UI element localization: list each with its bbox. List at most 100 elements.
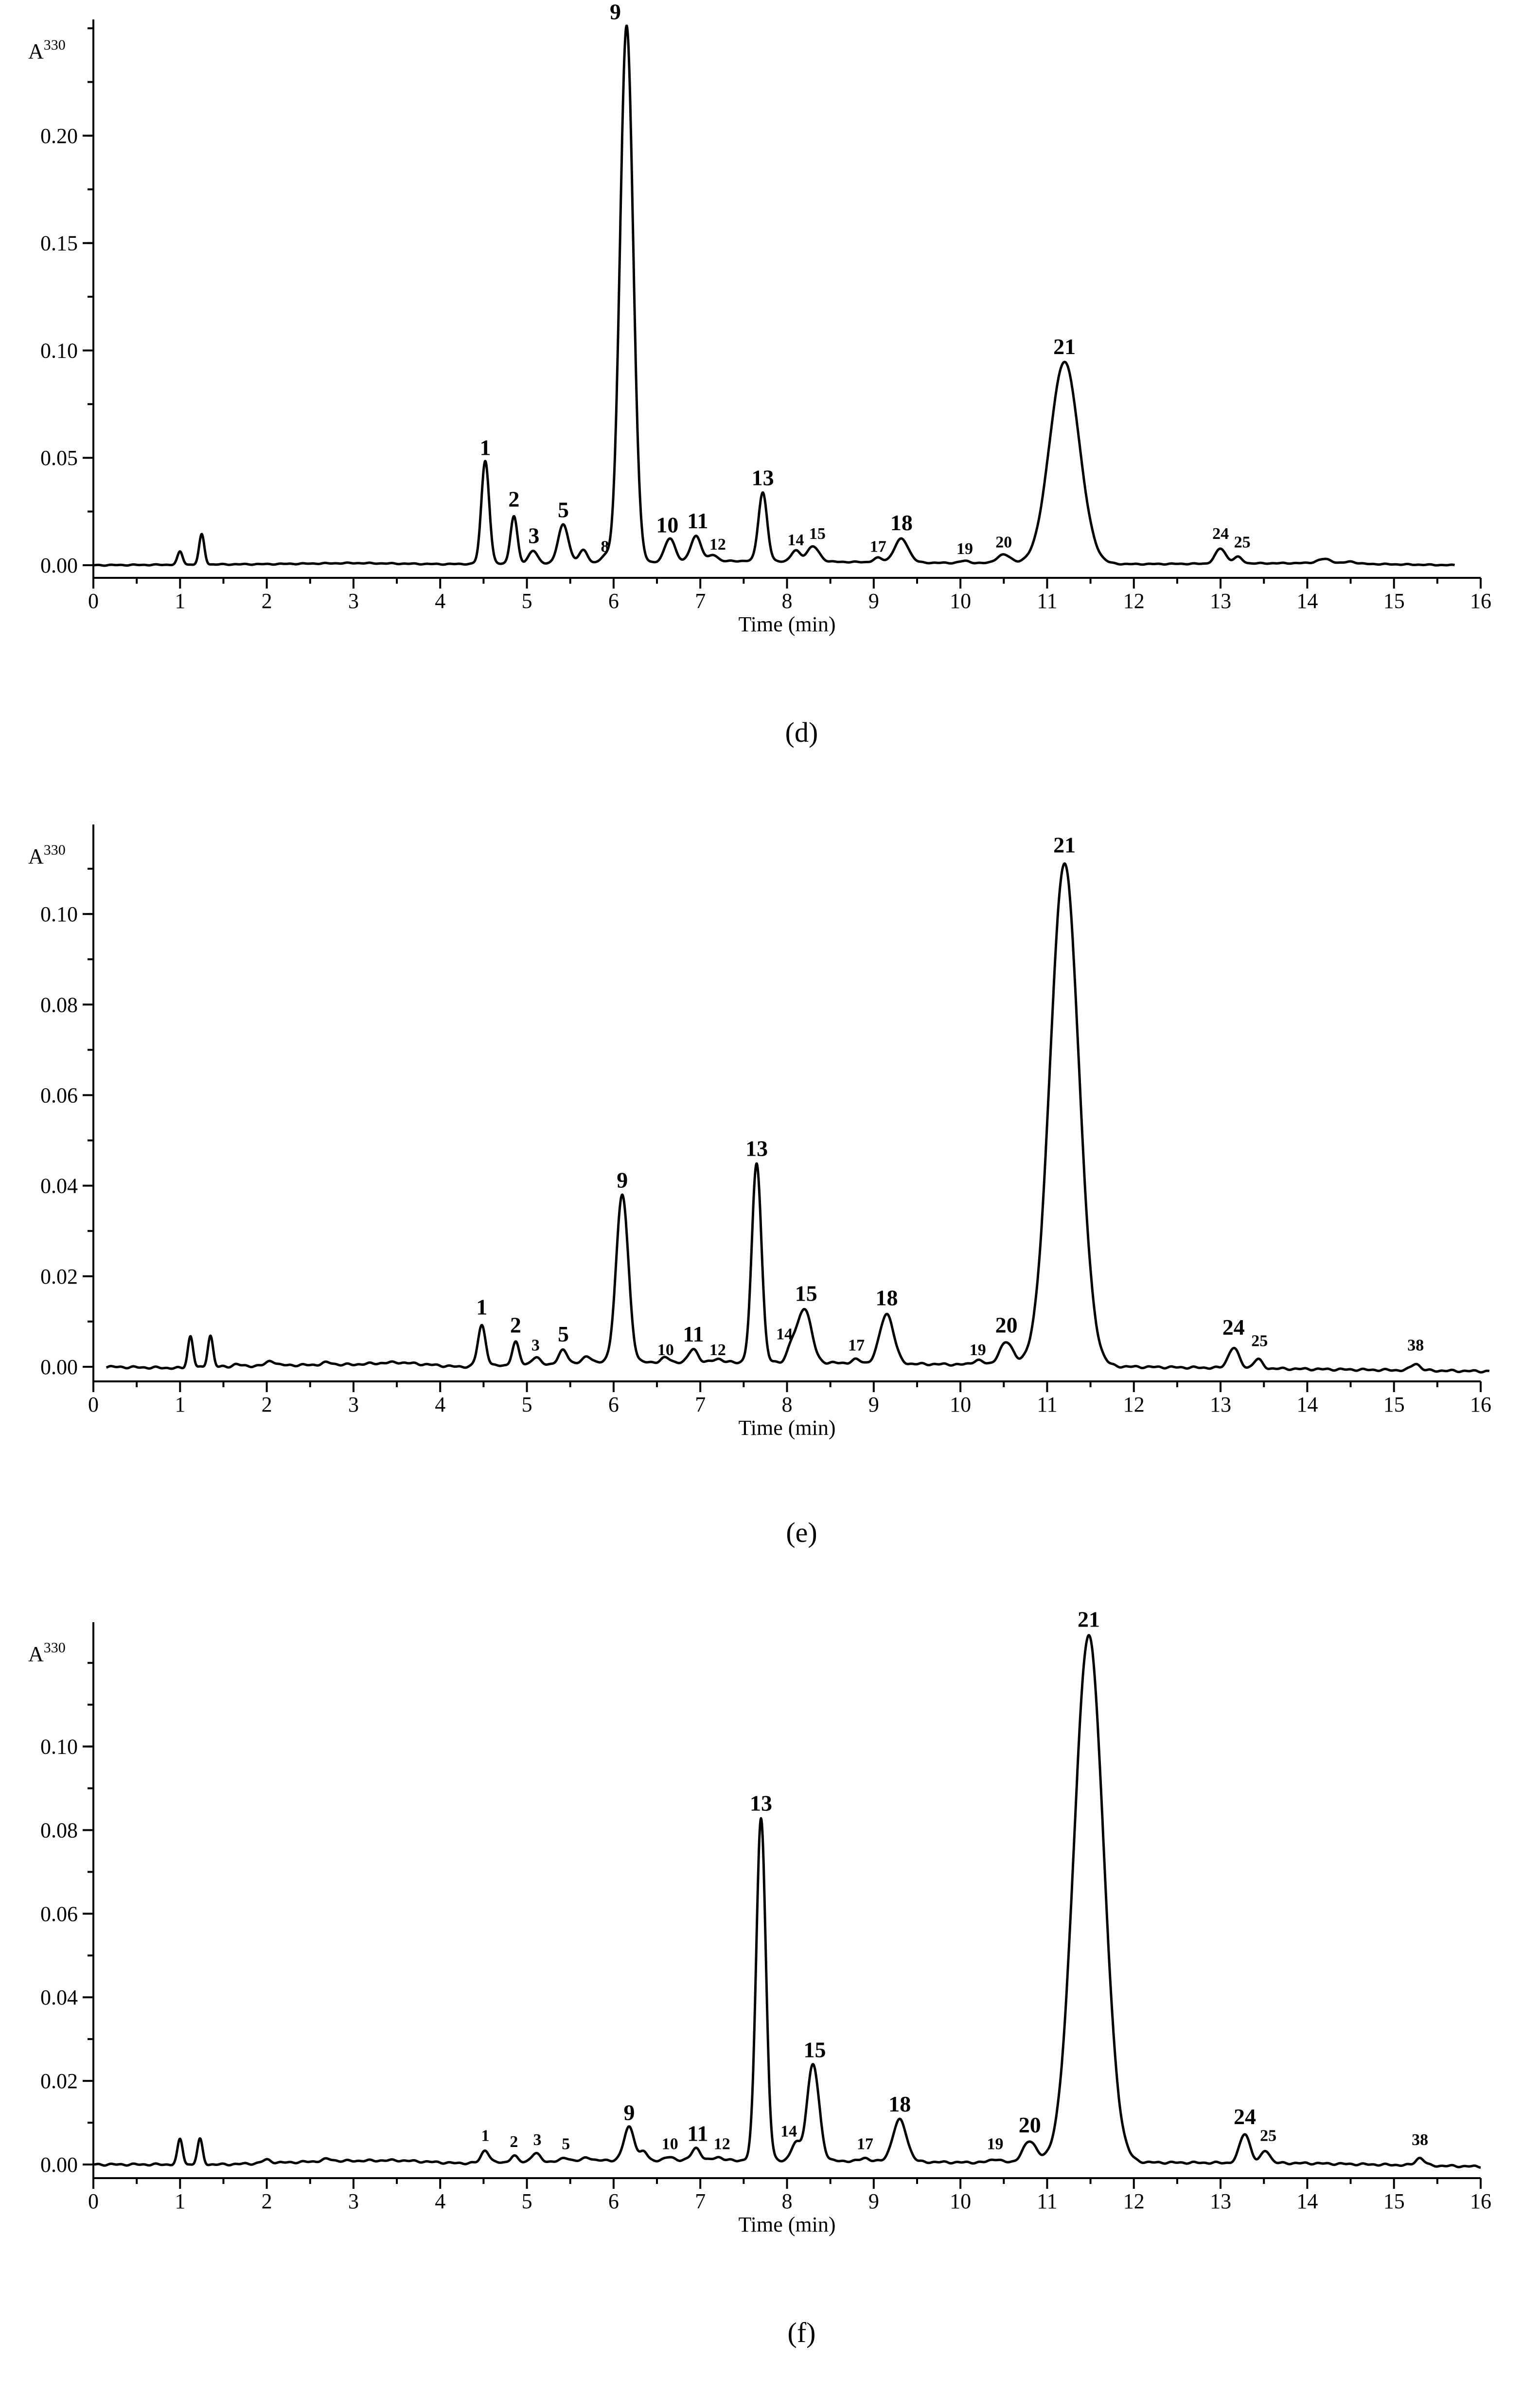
peak-label-d-20: 20 xyxy=(995,534,1012,552)
peak-label-f-10: 10 xyxy=(662,2135,678,2153)
x-tick-label-d-13: 13 xyxy=(1210,589,1231,613)
x-tick-label-f-11: 11 xyxy=(1037,2189,1057,2213)
x-tick-label-e-3: 3 xyxy=(348,1393,359,1416)
x-tick-label-f-15: 15 xyxy=(1383,2189,1405,2213)
peak-label-f-15: 15 xyxy=(804,2037,826,2062)
y-tick-label-e-0.10: 0.10 xyxy=(40,902,78,926)
y-tick-label-e-0.04: 0.04 xyxy=(40,1174,78,1198)
peak-label-e-25: 25 xyxy=(1251,1332,1268,1350)
peak-label-f-17: 17 xyxy=(857,2135,873,2153)
peak-label-e-18: 18 xyxy=(876,1286,898,1310)
x-tick-label-e-10: 10 xyxy=(950,1393,971,1416)
x-tick-label-e-13: 13 xyxy=(1210,1393,1231,1416)
x-tick-label-d-5: 5 xyxy=(522,589,532,613)
x-tick-label-d-6: 6 xyxy=(608,589,619,613)
y-tick-label-e-0.06: 0.06 xyxy=(40,1083,78,1107)
y-tick-label-d-0.00: 0.00 xyxy=(40,554,78,577)
panel-caption-d: (d) xyxy=(785,716,818,748)
chromatogram-panel-e: 0 1 2 3 4 5 6 7 8 9 10 11 12 13 14 15 160.000.020.040.06… xyxy=(28,824,1491,1548)
x-tick-label-e-5: 5 xyxy=(522,1393,532,1416)
x-tick-label-f-2: 2 xyxy=(262,2189,272,2213)
x-tick-label-d-0: 0 xyxy=(88,589,99,613)
peak-label-e-5: 5 xyxy=(558,1322,569,1346)
chromatogram-trace-d xyxy=(92,24,1456,567)
y-tick-label-e-0.02: 0.02 xyxy=(40,1265,78,1288)
peak-label-f-18: 18 xyxy=(888,2092,911,2116)
x-tick-label-d-2: 2 xyxy=(262,589,272,613)
peak-label-d-18: 18 xyxy=(890,510,913,535)
panel-caption-e: (e) xyxy=(786,1517,817,1548)
y-tick-label-e-0.08: 0.08 xyxy=(40,993,78,1017)
x-axis-label-e: Time (min) xyxy=(738,1416,835,1440)
peak-label-d-19: 19 xyxy=(956,540,973,558)
x-tick-label-f-6: 6 xyxy=(608,2189,619,2213)
peak-label-d-14: 14 xyxy=(787,531,804,549)
x-tick-label-d-15: 15 xyxy=(1383,589,1405,613)
peak-label-f-14: 14 xyxy=(780,2123,797,2141)
peak-label-d-10: 10 xyxy=(656,513,678,537)
peak-label-f-2: 2 xyxy=(510,2133,518,2151)
peak-label-f-24: 24 xyxy=(1234,2104,1256,2129)
x-tick-label-e-14: 14 xyxy=(1296,1393,1318,1416)
x-tick-label-f-3: 3 xyxy=(348,2189,359,2213)
x-tick-label-f-8: 8 xyxy=(782,2189,793,2213)
x-tick-label-e-8: 8 xyxy=(782,1393,793,1416)
x-tick-label-d-1: 1 xyxy=(175,589,185,613)
x-tick-label-f-0: 0 xyxy=(88,2189,99,2213)
peak-label-d-2: 2 xyxy=(508,487,519,512)
y-axis-label-d: A330 xyxy=(28,37,66,63)
peak-label-d-5: 5 xyxy=(558,498,569,522)
x-tick-label-d-7: 7 xyxy=(695,589,706,613)
peak-label-e-14: 14 xyxy=(776,1325,793,1343)
y-tick-label-f-0.10: 0.10 xyxy=(40,1735,78,1759)
x-axis-label-f: Time (min) xyxy=(738,2213,835,2236)
y-axis-label-f: A330 xyxy=(28,1640,66,1666)
x-tick-label-f-12: 12 xyxy=(1123,2189,1145,2213)
x-tick-label-d-4: 4 xyxy=(435,589,445,613)
x-tick-label-e-1: 1 xyxy=(175,1393,185,1416)
peak-label-d-25: 25 xyxy=(1234,534,1251,552)
peak-label-f-5: 5 xyxy=(562,2135,570,2153)
x-tick-label-d-12: 12 xyxy=(1123,589,1145,613)
peak-label-e-13: 13 xyxy=(745,1136,768,1161)
y-tick-label-d-0.10: 0.10 xyxy=(40,339,78,362)
panel-caption-f: (f) xyxy=(788,2317,816,2348)
peak-label-d-15: 15 xyxy=(809,525,826,543)
peak-label-d-9: 9 xyxy=(610,0,621,24)
peak-label-d-11: 11 xyxy=(687,508,708,533)
x-tick-label-e-0: 0 xyxy=(88,1393,99,1416)
peak-label-e-12: 12 xyxy=(709,1341,726,1359)
peak-label-f-13: 13 xyxy=(750,1790,772,1815)
x-tick-label-e-4: 4 xyxy=(435,1393,445,1416)
peak-label-f-20: 20 xyxy=(1019,2112,1041,2137)
peak-label-e-38: 38 xyxy=(1407,1337,1424,1355)
x-tick-label-d-11: 11 xyxy=(1037,589,1057,613)
chromatogram-trace-e xyxy=(106,862,1490,1374)
peak-label-f-19: 19 xyxy=(987,2135,1003,2153)
y-tick-label-f-0.00: 0.00 xyxy=(40,2153,78,2177)
x-axis-label-d: Time (min) xyxy=(738,612,835,636)
peak-label-e-11: 11 xyxy=(683,1322,704,1346)
y-tick-label-f-0.06: 0.06 xyxy=(40,1902,78,1926)
chromatogram-panel-d: 0 1 2 3 4 5 6 7 8 9 10 11 12 13 14 15 160.000.050.100.15… xyxy=(28,0,1491,748)
x-tick-label-d-14: 14 xyxy=(1296,589,1318,613)
peak-label-f-1: 1 xyxy=(481,2127,489,2145)
peak-label-e-10: 10 xyxy=(657,1341,674,1359)
x-tick-label-d-10: 10 xyxy=(950,589,971,613)
x-tick-label-e-11: 11 xyxy=(1037,1393,1057,1416)
peak-label-d-17: 17 xyxy=(870,537,886,555)
peak-label-d-8: 8 xyxy=(601,537,609,555)
peak-label-f-25: 25 xyxy=(1260,2127,1276,2145)
x-tick-label-e-7: 7 xyxy=(695,1393,706,1416)
x-tick-label-f-9: 9 xyxy=(868,2189,879,2213)
peak-label-f-12: 12 xyxy=(714,2135,730,2153)
x-tick-label-f-1: 1 xyxy=(175,2189,185,2213)
x-tick-label-f-10: 10 xyxy=(950,2189,971,2213)
peak-label-f-9: 9 xyxy=(623,2100,635,2125)
peak-label-f-11: 11 xyxy=(687,2121,708,2146)
chromatogram-trace-f xyxy=(92,1634,1482,2169)
peak-label-e-15: 15 xyxy=(795,1281,817,1306)
peak-label-e-20: 20 xyxy=(995,1312,1018,1337)
